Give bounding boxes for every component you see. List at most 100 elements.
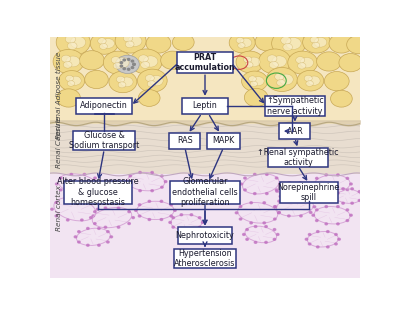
Circle shape: [275, 189, 278, 191]
FancyBboxPatch shape: [182, 98, 228, 114]
Circle shape: [148, 219, 151, 221]
Circle shape: [300, 197, 302, 199]
Circle shape: [70, 36, 86, 48]
Text: ↑Renal sympathetic
activity: ↑Renal sympathetic activity: [257, 148, 339, 167]
Circle shape: [172, 217, 174, 219]
Circle shape: [288, 51, 318, 74]
Circle shape: [90, 33, 118, 54]
Circle shape: [70, 193, 73, 195]
Circle shape: [288, 199, 291, 201]
Circle shape: [170, 204, 172, 206]
Circle shape: [107, 241, 109, 243]
Circle shape: [139, 172, 141, 173]
Circle shape: [123, 59, 126, 61]
Text: Renal cortex: Renal cortex: [56, 185, 62, 231]
Circle shape: [259, 49, 291, 74]
Circle shape: [265, 241, 267, 243]
Circle shape: [138, 215, 141, 217]
Text: Norepinephrine
spill: Norepinephrine spill: [278, 183, 340, 202]
Circle shape: [326, 246, 329, 248]
Circle shape: [94, 211, 96, 213]
Text: Adiponectin: Adiponectin: [80, 101, 128, 110]
Circle shape: [304, 75, 312, 81]
Circle shape: [96, 208, 99, 210]
Circle shape: [170, 215, 172, 217]
Circle shape: [190, 229, 193, 231]
Circle shape: [161, 51, 184, 69]
Circle shape: [123, 35, 133, 42]
Circle shape: [67, 80, 74, 86]
Circle shape: [115, 29, 146, 53]
Circle shape: [109, 71, 137, 93]
Circle shape: [329, 34, 354, 53]
FancyBboxPatch shape: [73, 131, 135, 150]
Circle shape: [131, 60, 134, 62]
Circle shape: [143, 56, 158, 67]
Circle shape: [314, 37, 327, 47]
Circle shape: [131, 67, 134, 69]
Circle shape: [248, 57, 260, 67]
Circle shape: [169, 222, 171, 223]
Circle shape: [242, 71, 268, 91]
Circle shape: [296, 56, 305, 64]
FancyBboxPatch shape: [177, 52, 233, 74]
Circle shape: [312, 190, 314, 192]
Circle shape: [150, 76, 163, 86]
Circle shape: [123, 68, 126, 70]
Circle shape: [198, 226, 201, 228]
Circle shape: [350, 214, 352, 216]
Circle shape: [129, 190, 131, 192]
Circle shape: [161, 175, 163, 177]
Circle shape: [358, 199, 361, 202]
Circle shape: [254, 241, 257, 243]
Bar: [50, 174, 360, 278]
Circle shape: [128, 58, 130, 60]
FancyBboxPatch shape: [207, 133, 240, 149]
Circle shape: [74, 236, 77, 238]
Circle shape: [111, 56, 120, 64]
Circle shape: [94, 189, 96, 191]
Circle shape: [151, 172, 153, 173]
Circle shape: [338, 238, 340, 240]
Circle shape: [316, 209, 318, 211]
Circle shape: [276, 233, 279, 235]
Circle shape: [299, 199, 302, 201]
Circle shape: [312, 214, 314, 216]
Circle shape: [66, 76, 74, 81]
Circle shape: [332, 195, 334, 197]
Circle shape: [274, 218, 276, 220]
Circle shape: [281, 37, 291, 44]
Circle shape: [279, 74, 293, 85]
Circle shape: [325, 174, 328, 176]
Circle shape: [286, 37, 301, 49]
Circle shape: [250, 81, 258, 87]
Circle shape: [254, 193, 256, 195]
Bar: [50, 124, 360, 174]
Circle shape: [288, 215, 290, 217]
Circle shape: [63, 61, 72, 68]
FancyBboxPatch shape: [268, 148, 328, 167]
Circle shape: [139, 190, 141, 192]
Circle shape: [245, 62, 253, 68]
Circle shape: [337, 223, 339, 225]
Circle shape: [310, 212, 312, 213]
Circle shape: [138, 90, 160, 106]
Circle shape: [104, 226, 107, 228]
Circle shape: [98, 244, 100, 246]
Text: AAR: AAR: [286, 127, 303, 136]
Circle shape: [238, 43, 245, 48]
Circle shape: [278, 200, 280, 202]
Circle shape: [351, 188, 353, 190]
Circle shape: [103, 51, 133, 74]
Circle shape: [66, 56, 80, 67]
Circle shape: [116, 76, 125, 83]
Circle shape: [55, 215, 58, 217]
Circle shape: [236, 51, 264, 73]
Circle shape: [339, 54, 362, 72]
Circle shape: [164, 181, 167, 183]
Circle shape: [278, 212, 280, 213]
Circle shape: [265, 226, 267, 227]
Circle shape: [160, 200, 163, 202]
Circle shape: [130, 49, 162, 74]
Circle shape: [310, 37, 318, 43]
